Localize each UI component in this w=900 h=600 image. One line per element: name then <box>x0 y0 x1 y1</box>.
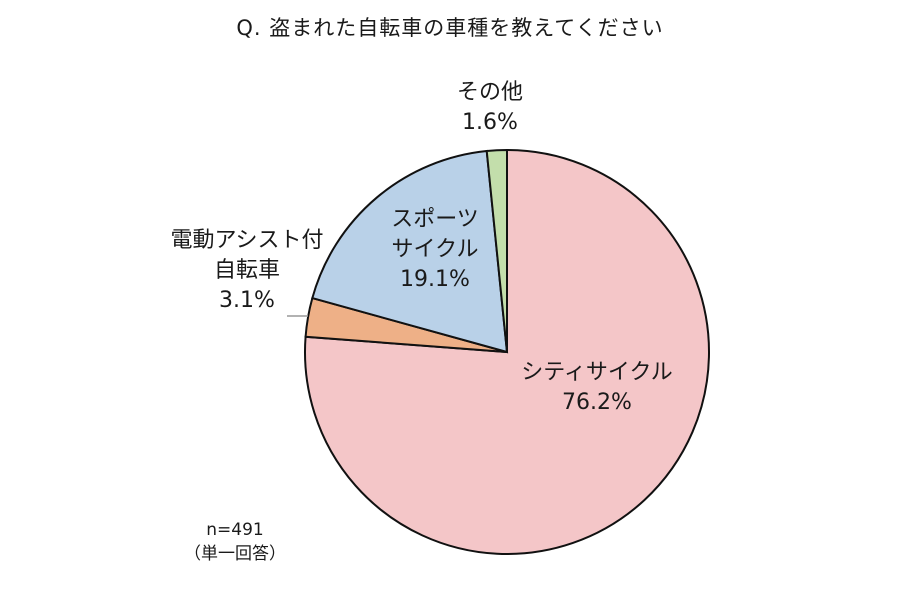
chart-title: Q. 盗まれた自転車の車種を教えてください <box>236 16 664 40</box>
sample-note: n=491 （単一回答） <box>160 518 310 566</box>
label-value: 19.1% <box>400 267 470 292</box>
answer-type: （単一回答） <box>184 544 286 564</box>
label-value: 76.2% <box>562 390 632 415</box>
label-city-cycle: シティサイクル 76.2% <box>497 358 697 418</box>
label-text: サイクル <box>391 237 479 262</box>
slice-other <box>485 148 508 353</box>
label-text: シティサイクル <box>521 360 673 385</box>
slice-sports-cycle <box>311 149 509 354</box>
label-value: 3.1% <box>219 288 275 313</box>
label-sports-cycle: スポーツ サイクル 19.1% <box>365 205 505 295</box>
sample-size: n=491 <box>206 520 264 540</box>
label-text: 自転車 <box>213 258 280 283</box>
label-text: 電動アシスト付 <box>170 228 324 253</box>
label-value: 1.6% <box>462 110 518 135</box>
label-text: スポーツ <box>391 207 479 232</box>
label-other: その他 1.6% <box>440 78 540 138</box>
label-electric-assist: 電動アシスト付 自転車 3.1% <box>152 226 342 316</box>
label-text: その他 <box>456 80 523 105</box>
